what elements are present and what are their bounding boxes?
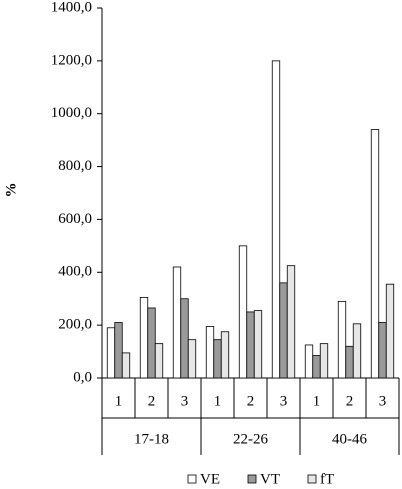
bar xyxy=(271,60,281,379)
legend-label: VE xyxy=(200,471,220,487)
y-tick-label: 0,0 xyxy=(73,369,92,385)
bar xyxy=(154,343,164,379)
bar xyxy=(180,298,189,379)
bar xyxy=(370,129,380,379)
y-tick-label: 1200,0 xyxy=(51,52,92,68)
bar xyxy=(121,352,131,379)
bar xyxy=(345,345,354,379)
x-tick-label: 3 xyxy=(280,393,288,409)
bar xyxy=(279,282,288,379)
x-tick-label: 2 xyxy=(148,393,156,409)
y-tick-label: 1000,0 xyxy=(51,105,92,121)
bar xyxy=(147,307,156,379)
y-tick-label: 400,0 xyxy=(58,264,92,280)
x-tick-label: 2 xyxy=(346,393,354,409)
legend-label: fT xyxy=(320,471,334,487)
bar xyxy=(114,322,123,379)
y-tick-label: 600,0 xyxy=(58,211,92,227)
group-label: 17-18 xyxy=(134,431,169,447)
bar xyxy=(319,343,329,379)
bar xyxy=(187,339,197,379)
bar xyxy=(378,322,387,379)
legend-label: VT xyxy=(260,471,280,487)
y-tick-label: 200,0 xyxy=(58,317,92,333)
bar xyxy=(172,266,182,379)
legend-swatch xyxy=(187,474,197,484)
bar xyxy=(286,265,296,379)
bar xyxy=(139,296,149,379)
x-tick-label: 1 xyxy=(214,393,222,409)
y-tick-label: 800,0 xyxy=(58,158,92,174)
x-tick-label: 3 xyxy=(379,393,387,409)
legend-swatch xyxy=(247,474,257,484)
bar xyxy=(337,300,347,379)
y-axis-label: % xyxy=(3,183,19,198)
legend-swatch xyxy=(307,474,317,484)
bar xyxy=(220,331,230,379)
y-tick-label: 1400,0 xyxy=(51,0,92,15)
bar xyxy=(246,311,255,379)
group-label: 22-26 xyxy=(233,431,268,447)
bar xyxy=(352,323,362,379)
group-label: 40-46 xyxy=(332,431,367,447)
bar xyxy=(238,245,248,379)
bar xyxy=(205,326,215,379)
x-tick-label: 3 xyxy=(181,393,189,409)
x-tick-label: 2 xyxy=(247,393,255,409)
x-tick-label: 1 xyxy=(115,393,123,409)
bar xyxy=(253,310,263,379)
bar xyxy=(312,355,321,379)
bar xyxy=(385,283,395,379)
x-tick-label: 1 xyxy=(313,393,321,409)
bar xyxy=(304,344,314,379)
bar xyxy=(106,327,116,379)
bar xyxy=(213,339,222,379)
